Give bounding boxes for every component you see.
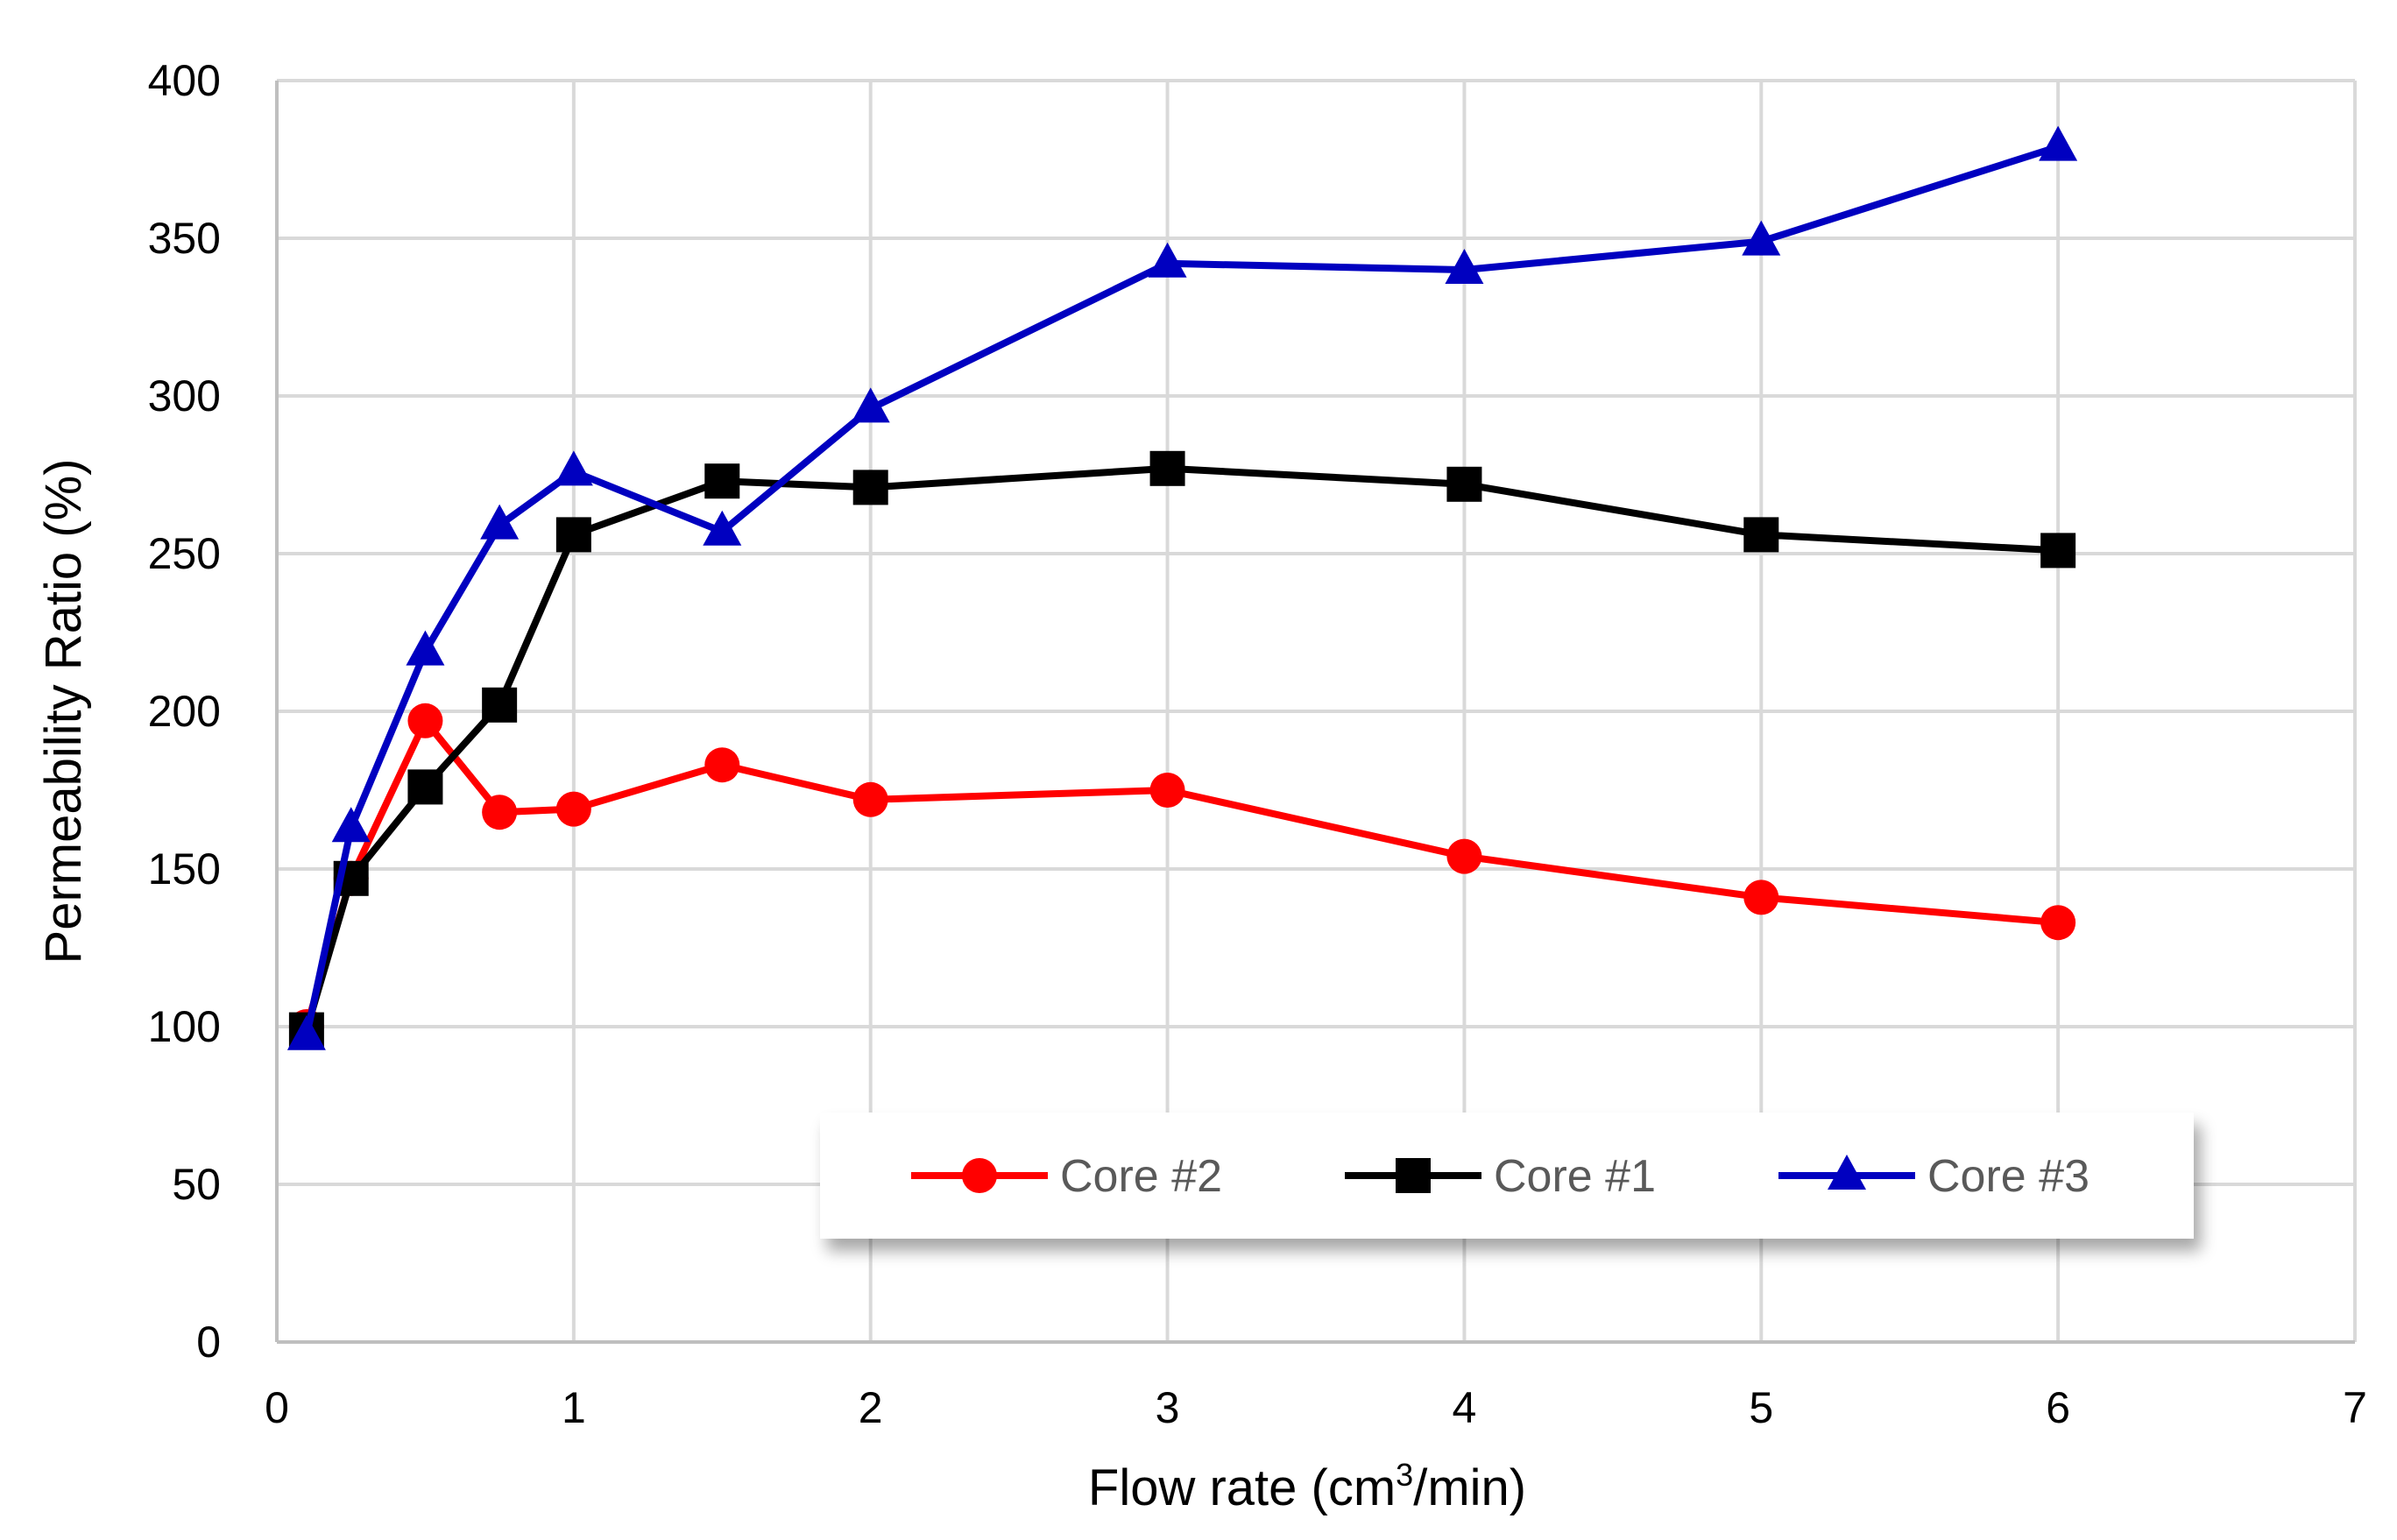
series xyxy=(286,125,2078,1050)
core-1-point xyxy=(1743,517,1779,553)
core-2-line xyxy=(303,717,2059,1028)
core-3-point xyxy=(286,1014,326,1050)
tick-labels: 0 50 100 150 200 250 300 350 400 0 1 2 3 4 5 6 7 xyxy=(148,56,2367,1432)
core-2-point xyxy=(407,703,443,738)
core-3-point xyxy=(1742,220,1781,256)
legend-swatch-marker xyxy=(1828,1155,1866,1190)
x-tick-label: 4 xyxy=(1453,1383,1477,1432)
core-2-point xyxy=(2040,905,2076,941)
legend-swatch-marker xyxy=(1396,1158,1431,1193)
core-2-point xyxy=(482,795,518,830)
legend: Core #2 Core #1 Core #3 xyxy=(820,1113,2194,1239)
x-axis-title: Flow rate (cm3/min) xyxy=(1088,1457,1526,1516)
legend-box xyxy=(820,1113,2194,1239)
x-tick-label: 2 xyxy=(859,1383,883,1432)
x-tick-label: 6 xyxy=(2046,1383,2070,1432)
x-tick-label: 7 xyxy=(2343,1383,2367,1432)
core-1-point xyxy=(704,463,740,499)
core-1-point xyxy=(2040,533,2076,569)
y-tick-label: 150 xyxy=(148,844,221,894)
core-1-point xyxy=(555,517,591,553)
core-3-point xyxy=(2039,125,2078,161)
core-2-point xyxy=(1149,773,1185,808)
core-1-point xyxy=(1446,466,1482,502)
core-1-point xyxy=(482,687,518,723)
y-axis-title: Permeability Ratio (%) xyxy=(35,459,92,964)
y-tick-label: 250 xyxy=(148,529,221,578)
y-tick-label: 50 xyxy=(172,1160,221,1209)
y-tick-label: 100 xyxy=(148,1002,221,1051)
series-core-2 xyxy=(288,703,2076,1044)
x-axis-title-superscript: 3 xyxy=(1396,1457,1413,1493)
core-3-point xyxy=(406,630,445,666)
core-2-point xyxy=(1743,879,1779,915)
y-tick-label: 200 xyxy=(148,687,221,736)
core-3-point xyxy=(331,807,371,843)
y-tick-label: 300 xyxy=(148,371,221,420)
x-axis-title-main: Flow rate (cm xyxy=(1088,1459,1396,1516)
core-2-point xyxy=(852,781,888,817)
x-tick-label: 1 xyxy=(562,1383,586,1432)
series-core-1 xyxy=(288,450,2076,1048)
core-1-point xyxy=(852,470,888,505)
x-tick-label: 5 xyxy=(1749,1383,1773,1432)
axes xyxy=(275,81,2355,1344)
core-1-point xyxy=(407,769,443,805)
core-3-point xyxy=(480,504,520,540)
core-3-point xyxy=(554,450,593,486)
core-3-point xyxy=(703,510,742,546)
core-3-point xyxy=(851,387,890,423)
core-2-point xyxy=(555,791,591,827)
legend-item-core-2: Core #2 xyxy=(911,1151,1222,1202)
y-tick-label: 0 xyxy=(196,1317,221,1367)
legend-label: Core #3 xyxy=(1927,1151,2089,1202)
legend-item-core-3: Core #3 xyxy=(1778,1151,2089,1202)
core-2-point xyxy=(1446,838,1482,874)
x-axis-title-unit: /min) xyxy=(1413,1459,1526,1516)
legend-label: Core #1 xyxy=(1494,1151,1656,1202)
legend-swatch-marker xyxy=(962,1158,997,1193)
core-3-point xyxy=(1148,242,1187,278)
legend-item-core-1: Core #1 xyxy=(1345,1151,1656,1202)
x-tick-label: 3 xyxy=(1156,1383,1180,1432)
core-1-point xyxy=(1149,450,1185,486)
core-3-point xyxy=(1445,249,1484,284)
series-core-3 xyxy=(286,125,2078,1050)
y-tick-label: 400 xyxy=(148,56,221,105)
x-tick-label: 0 xyxy=(265,1383,289,1432)
y-tick-label: 350 xyxy=(148,214,221,263)
core-2-point xyxy=(704,747,740,783)
legend-label: Core #2 xyxy=(1060,1151,1222,1202)
